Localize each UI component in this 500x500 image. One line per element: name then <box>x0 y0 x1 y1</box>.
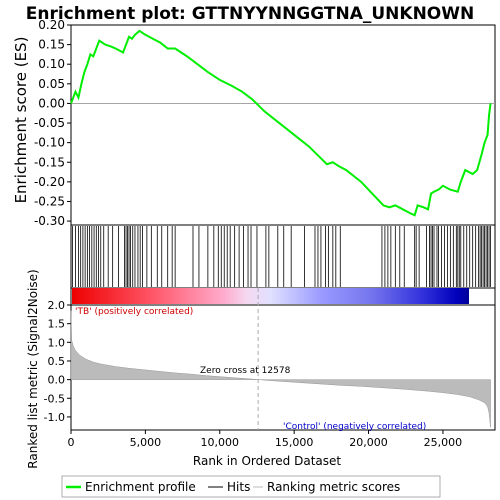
es-y-tick-label: -0.25 <box>34 194 65 208</box>
metric-y-tick-label: 1.5 <box>48 318 66 331</box>
legend: Enrichment profile Hits Ranking metric s… <box>61 475 441 498</box>
metric-x-tick-label: 25,000 <box>424 436 463 449</box>
metric-y-axis: 2.0 1.5 1.0 0.5 0.0 -0.5 -1.0 <box>44 299 71 424</box>
metric-x-tick-label: 10,000 <box>201 436 240 449</box>
metric-x-tick-label: 0 <box>68 436 75 449</box>
metric-y-tick-label: 0.5 <box>48 355 66 368</box>
hits-frame <box>70 224 496 289</box>
heat-bar-panel <box>70 287 496 306</box>
legend-hits-label: Hits <box>227 480 250 494</box>
es-y-tick-label: 0.05 <box>38 77 65 91</box>
ranked-metric-panel: 2.0 1.5 1.0 0.5 0.0 -0.5 -1.0 0 5,000 10,000 15,0… <box>26 269 496 469</box>
es-y-tick-label: 0.20 <box>38 18 65 32</box>
enrichment-score-panel: 0.20 0.15 0.10 0.05 0.00 -0.05 -0.10 -0.15 -0.20… <box>12 18 496 228</box>
es-y-tick-label: -0.15 <box>34 155 65 169</box>
metric-y-tick-label: -0.5 <box>44 392 65 405</box>
es-y-axis-label: Enrichment score (ES) <box>12 37 30 204</box>
metric-x-tick-label: 15,000 <box>275 436 314 449</box>
metric-plot-frame <box>70 304 496 431</box>
metric-y-axis-label: Ranked list metric (Signal2Noise) <box>26 269 40 468</box>
legend-box <box>61 475 441 498</box>
es-y-tick-label: 0.15 <box>38 38 65 52</box>
es-y-tick-label: -0.10 <box>34 136 65 150</box>
metric-y-tick-label: 2.0 <box>48 299 66 312</box>
hit-markers <box>72 226 491 287</box>
metric-y-tick-label: 1.0 <box>48 336 66 349</box>
control-annotation: 'Control' (negatively correlated) <box>283 422 426 432</box>
es-y-tick-label: 0.00 <box>38 96 65 110</box>
es-y-tick-label: -0.20 <box>34 175 65 189</box>
metric-x-tick-label: 5,000 <box>130 436 162 449</box>
metric-x-tick-label: 20,000 <box>349 436 388 449</box>
tb-annotation: 'TB' (positively correlated) <box>75 307 193 317</box>
es-y-tick-label: 0.10 <box>38 57 65 71</box>
enrichment-profile-line <box>70 29 492 217</box>
legend-enrichment-label: Enrichment profile <box>85 480 196 494</box>
hits-panel <box>70 224 496 289</box>
ranking-metric-area <box>70 310 491 428</box>
metric-x-axis-label: Rank in Ordered Dataset <box>193 454 341 468</box>
es-y-tick-label: -0.05 <box>34 116 65 130</box>
chart-title: Enrichment plot: GTTNYYNNGGTNA_UNKNOWN <box>26 4 475 24</box>
legend-metric-label: Ranking metric scores <box>267 480 400 494</box>
metric-x-axis: 0 5,000 10,000 15,000 20,000 25,000 <box>68 430 463 449</box>
zero-cross-annotation: Zero cross at 12578 <box>200 366 291 376</box>
metric-y-tick-label: 0.0 <box>48 374 66 387</box>
es-y-tick-label: -0.30 <box>34 214 65 228</box>
metric-y-tick-label: -1.0 <box>44 411 65 424</box>
es-y-axis: 0.20 0.15 0.10 0.05 0.00 -0.05 -0.10 -0.15 -0.20… <box>34 18 71 228</box>
heat-bar <box>72 288 469 304</box>
